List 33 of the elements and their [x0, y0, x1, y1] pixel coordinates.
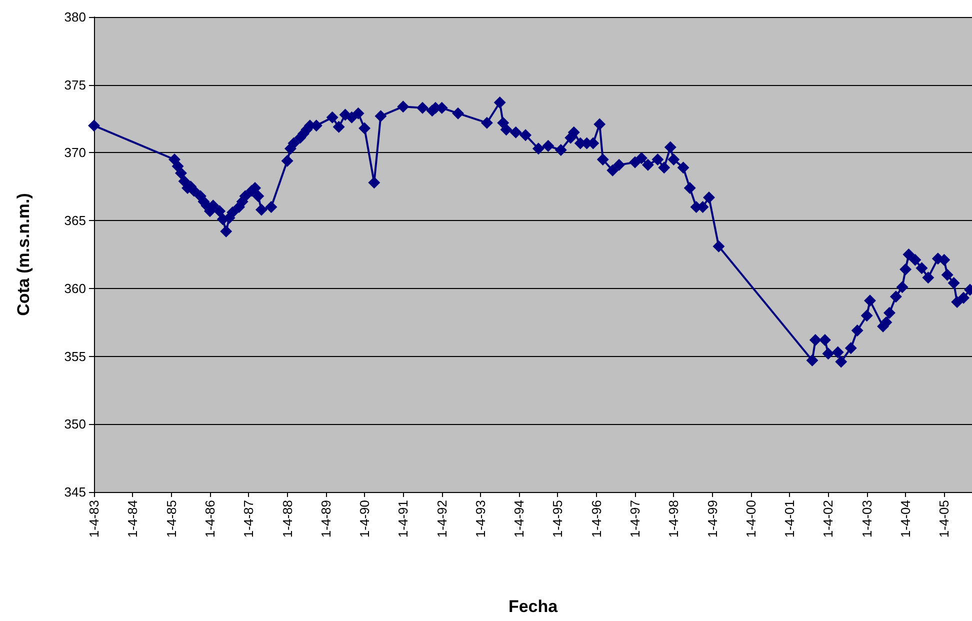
x-tick-label: 1-4-85	[164, 500, 179, 538]
x-tick-label: 1-4-03	[859, 500, 874, 538]
x-tick-label: 1-4-04	[898, 500, 914, 538]
y-tick-label: 375	[64, 77, 86, 92]
x-tick-label: 1-4-89	[318, 500, 334, 538]
x-tick-label: 1-4-98	[666, 500, 682, 538]
x-tick-label: 1-4-92	[434, 500, 450, 538]
y-tick-label: 370	[64, 145, 86, 160]
x-tick-label: 1-4-91	[396, 500, 411, 538]
y-tick-label: 360	[64, 280, 86, 296]
y-tick-label: 355	[64, 348, 86, 364]
x-tick-label: 1-4-02	[820, 500, 836, 538]
y-tick-label: 350	[64, 416, 86, 432]
y-tick-label: 345	[64, 484, 86, 500]
x-tick-label: 1-4-90	[357, 500, 372, 538]
x-tick-label: 1-4-00	[743, 500, 758, 538]
y-axis-title: Cota (m.s.n.m.)	[14, 193, 33, 316]
x-tick-label: 1-4-83	[86, 500, 102, 538]
x-tick-label: 1-4-96	[588, 500, 604, 538]
x-tick-label: 1-4-01	[782, 500, 798, 538]
x-axis-title: Fecha	[508, 597, 558, 616]
x-tick-label: 1-4-86	[202, 500, 218, 538]
x-tick-label: 1-4-97	[628, 500, 643, 538]
x-tick-label: 1-4-84	[125, 500, 140, 538]
y-tick-label: 365	[64, 213, 86, 228]
x-tick-label: 1-4-88	[280, 500, 295, 538]
x-tick-label: 1-4-05	[936, 500, 952, 538]
y-tick-label: 380	[64, 10, 86, 24]
x-tick-label: 1-4-87	[241, 500, 256, 538]
x-tick-label: 1-4-93	[472, 500, 488, 538]
x-tick-label: 1-4-95	[550, 500, 566, 538]
x-tick-label: 1-4-99	[704, 500, 720, 538]
x-tick-label: 1-4-94	[512, 500, 527, 538]
